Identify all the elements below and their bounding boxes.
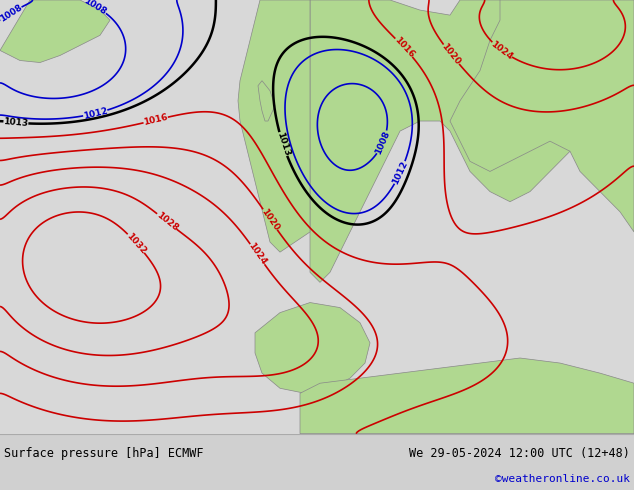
Text: 1013: 1013: [3, 117, 29, 128]
Polygon shape: [258, 81, 275, 121]
Text: 1008: 1008: [82, 0, 108, 17]
Polygon shape: [310, 0, 634, 282]
Text: 1008: 1008: [0, 3, 23, 24]
Text: We 29-05-2024 12:00 UTC (12+48): We 29-05-2024 12:00 UTC (12+48): [409, 447, 630, 460]
Text: 1013: 1013: [275, 131, 291, 157]
Text: Surface pressure [hPa] ECMWF: Surface pressure [hPa] ECMWF: [4, 447, 204, 460]
Polygon shape: [0, 0, 110, 63]
Text: 1016: 1016: [392, 35, 416, 60]
Text: 1020: 1020: [440, 42, 462, 67]
Polygon shape: [238, 0, 310, 252]
Text: 1024: 1024: [489, 39, 514, 61]
Text: 1020: 1020: [259, 207, 281, 232]
Text: 1024: 1024: [247, 242, 268, 267]
Text: 1012: 1012: [391, 159, 410, 186]
Polygon shape: [450, 0, 634, 232]
Text: 1008: 1008: [374, 129, 392, 156]
Polygon shape: [255, 302, 370, 393]
Polygon shape: [300, 358, 634, 434]
Text: 1016: 1016: [143, 113, 169, 127]
Text: 1012: 1012: [82, 106, 108, 121]
Text: 1028: 1028: [154, 210, 179, 233]
Text: 1032: 1032: [124, 231, 148, 256]
Text: ©weatheronline.co.uk: ©weatheronline.co.uk: [495, 474, 630, 484]
